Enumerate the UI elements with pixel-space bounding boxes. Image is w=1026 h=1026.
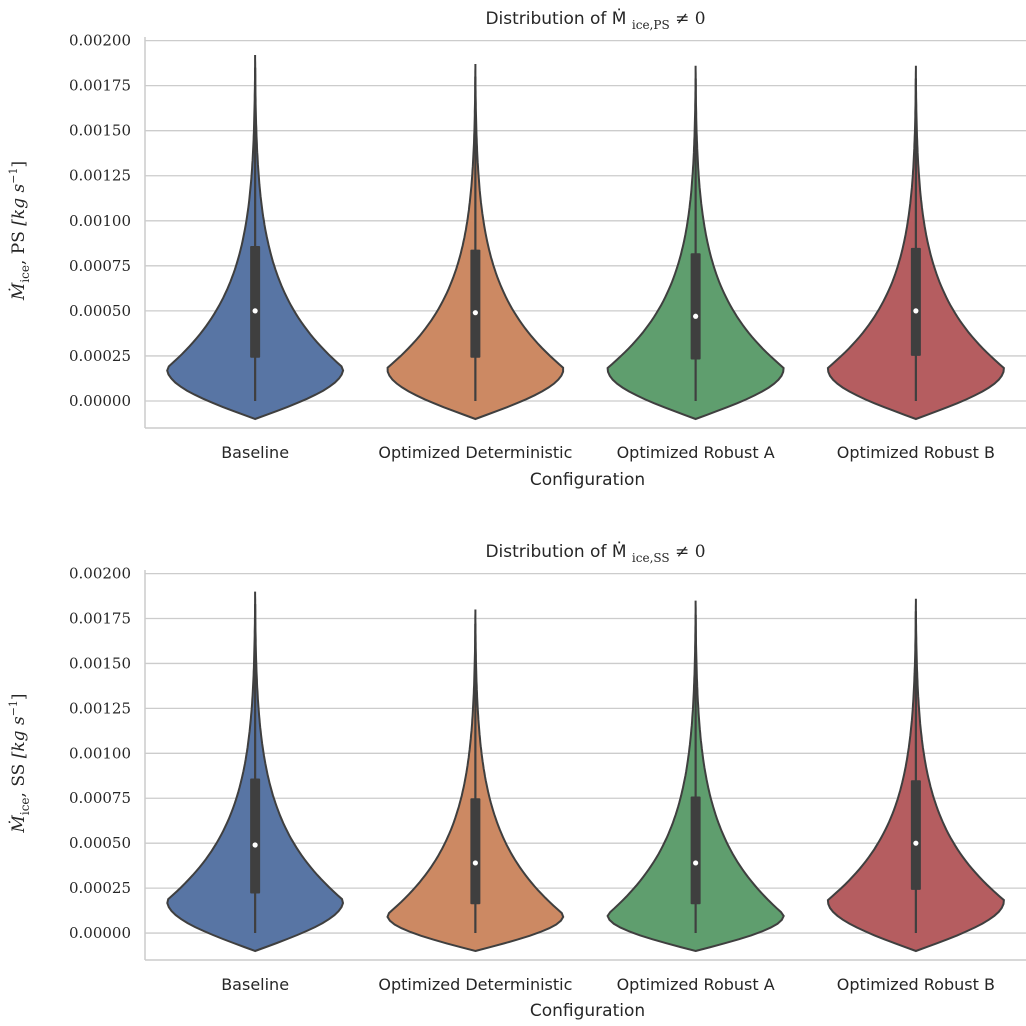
violin-iqr-box xyxy=(690,796,701,905)
y-tick-label: 0.00100 xyxy=(69,212,131,230)
violin-iqr-box xyxy=(250,778,261,894)
violin-median-dot xyxy=(693,860,699,866)
x-category-label: Optimized Deterministic xyxy=(378,443,572,462)
x-axis-label: Configuration xyxy=(530,470,645,490)
y-tick-label: 0.00025 xyxy=(69,879,131,897)
x-category-label: Optimized Robust A xyxy=(617,975,775,994)
violin-panel-1: 0.00000 0.00025 0.00050 0.00075 0.00100 0.001… xyxy=(7,8,1026,490)
y-tick-label: 0.00000 xyxy=(69,924,131,942)
y-tick-label: 0.00125 xyxy=(69,167,131,185)
chart-title: Distribution of Ṁ ice,SS ≠ 0 xyxy=(485,541,705,565)
y-tick-label: 0.00075 xyxy=(69,257,131,275)
y-tick-label: 0.00175 xyxy=(69,610,131,628)
y-tick-label: 0.00200 xyxy=(69,32,131,50)
violin-iqr-box xyxy=(910,780,921,890)
violin-median-dot xyxy=(252,842,258,848)
y-tick-label: 0.00050 xyxy=(69,834,131,852)
y-tick-label: 0.00125 xyxy=(69,699,131,717)
violin-median-dot xyxy=(252,308,258,314)
x-category-label: Optimized Robust A xyxy=(617,443,775,462)
violin-iqr-box xyxy=(690,253,701,360)
chart-title: Distribution of Ṁ ice,PS ≠ 0 xyxy=(485,8,705,32)
violin-iqr-box xyxy=(470,798,481,905)
violin-iqr-box xyxy=(470,249,481,358)
y-tick-label: 0.00075 xyxy=(69,789,131,807)
violin-median-dot xyxy=(693,313,699,319)
violin-median-dot xyxy=(913,308,919,314)
x-axis-label: Configuration xyxy=(530,1001,645,1021)
y-tick-label: 0.00175 xyxy=(69,77,131,95)
violin-panel-2: 0.00000 0.00025 0.00050 0.00075 0.00100 0.001… xyxy=(7,541,1026,1021)
y-tick-label: 0.00100 xyxy=(69,744,131,762)
y-tick-label: 0.00150 xyxy=(69,122,131,140)
y-tick-label: 0.00200 xyxy=(69,565,131,583)
y-tick-label: 0.00000 xyxy=(69,392,131,410)
x-category-label: Optimized Deterministic xyxy=(378,975,572,994)
violin-median-dot xyxy=(472,310,478,316)
y-axis-label: Ṁice, PS [kg s−1] xyxy=(7,161,32,301)
y-tick-label: 0.00150 xyxy=(69,654,131,672)
violin-iqr-box xyxy=(910,247,921,356)
y-tick-label: 0.00050 xyxy=(69,302,131,320)
y-axis-label: Ṁice, SS [kg s−1] xyxy=(7,693,32,833)
violin-iqr-box xyxy=(250,246,261,358)
x-category-label: Optimized Robust B xyxy=(837,975,995,994)
y-tick-label: 0.00025 xyxy=(69,347,131,365)
x-category-label: Optimized Robust B xyxy=(837,443,995,462)
x-category-label: Baseline xyxy=(221,975,289,994)
x-category-label: Baseline xyxy=(221,443,289,462)
violin-median-dot xyxy=(913,840,919,846)
violin-median-dot xyxy=(472,860,478,866)
